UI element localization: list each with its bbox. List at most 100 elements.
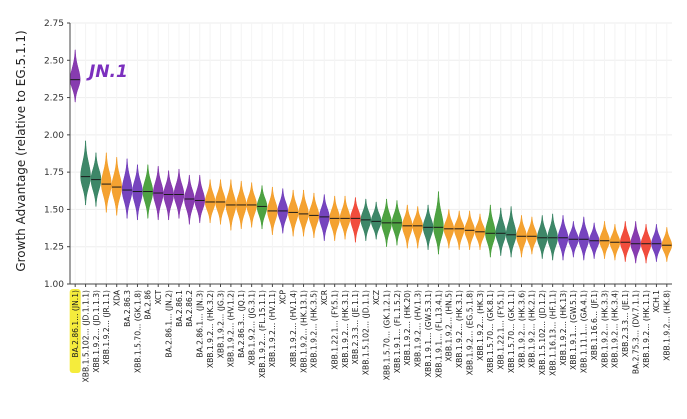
violin	[173, 168, 185, 219]
violin	[651, 224, 662, 262]
axes: 1.00 1.25 1.50 1.75 2.00 2.25 2.50 2.75 BA.2.86.…	[44, 19, 672, 382]
x-tick-label: XBB.1.5.102... (JD.1.1.1)	[81, 290, 90, 382]
y-tick-label: 1.50	[44, 205, 64, 215]
y-tick-label: 2.50	[44, 56, 64, 66]
x-tick-label: XBB.1.5.102... (JD.1.1)	[362, 290, 371, 375]
x-tick-label: XBB.1.9.2... (HK.3.1)	[455, 290, 464, 368]
violin	[547, 213, 558, 261]
highlight-box	[69, 289, 81, 373]
x-tick-label: XBB.1.9.2... (HK.3.6)	[517, 290, 526, 368]
x-tick-label: BA.2.86.1... (JN.3)	[196, 290, 205, 358]
x-tick-label: XBB.1.9.2... (JD.1.1.3)	[92, 290, 101, 373]
y-tick-label: 1.25	[44, 243, 64, 253]
x-tick-label: XBB.1.9.2... (FL.15.1.1)	[258, 290, 267, 378]
y-tick-label: 2.25	[44, 94, 64, 104]
x-tick-label: XBB.1.9.1... (GW.5.3.1)	[424, 290, 433, 377]
x-tick-label: XBB.1.9.2... (HN.5)	[445, 290, 454, 362]
violin	[485, 204, 496, 258]
violin	[69, 49, 81, 103]
violin	[101, 152, 112, 213]
violin	[111, 156, 122, 216]
x-tick-label: XBB.1.9.2... (HK.3.3)	[600, 290, 609, 368]
violin	[630, 221, 641, 264]
x-tick-label: BA.2.86.2	[185, 290, 194, 327]
violin	[256, 185, 268, 230]
x-tick-label: XCH.1	[652, 290, 661, 313]
x-tick-label: XBB.1.9.2... (HK.1.1)	[642, 290, 651, 368]
violin	[505, 206, 517, 258]
violin	[298, 189, 309, 237]
x-tick-label: XBB.1.22.1... (FY.5.1)	[497, 290, 506, 370]
x-tick-label: XBB.1.5.70... (GK.1.8)	[133, 290, 142, 373]
x-tick-label: XCP	[279, 290, 288, 305]
violin	[495, 207, 506, 256]
violin	[80, 140, 91, 206]
violin	[194, 174, 205, 224]
violin	[163, 170, 174, 221]
x-tick-label: XBB.1.9.2... (HV.1.3)	[414, 290, 423, 367]
x-tick-label: XBB.1.9.2... (HK.13.1)	[299, 290, 308, 373]
x-tick-label: XBB.1.5.70... (GK.1.2.1)	[382, 290, 391, 380]
x-tick-label: XBB.1.9.2... (HV.1.1)	[268, 290, 277, 367]
violin	[412, 206, 423, 249]
violin	[121, 158, 133, 219]
y-tick-label: 2.00	[44, 131, 64, 141]
x-tick-label: XBB.1.16.13... (HF.1.1)	[548, 290, 557, 376]
x-tick-label: BA.2.86.1	[175, 290, 184, 327]
violins	[69, 49, 673, 264]
violin	[204, 179, 216, 224]
violin	[526, 216, 538, 255]
x-tick-label: XBB.1.22.1... (FY.5.1)	[330, 290, 339, 370]
x-tick-label: XBB.1.9.2... (HK.3.5)	[310, 290, 319, 368]
x-tick-label: XBB.1.9.2... (JG.3.1)	[247, 290, 256, 366]
jn1-annotation: JN.1	[86, 62, 128, 82]
x-tick-label: XBB.1.9.1... (GW.5.1)	[569, 290, 578, 370]
x-tick-label: XBB.1.11.1... (GA.4.1)	[580, 290, 589, 373]
x-tick-label: BA.2.86.3... (JQ.1)	[237, 290, 246, 358]
violin	[339, 195, 351, 240]
x-tick-label: XBB.1.9.2... (JR.1.1)	[102, 290, 111, 365]
y-tick-label: 1.00	[44, 280, 64, 290]
x-tick-label: XBB.1.9.2... (HV.1.4)	[289, 290, 298, 367]
x-tick-label: XBB.1.9.1... (FL.1.5.2)	[393, 290, 402, 373]
violin	[537, 215, 548, 259]
x-tick-label: BA.2.86.3	[123, 290, 132, 327]
x-tick-label: XBB.1.9.2... (JG.3)	[216, 290, 225, 358]
violin	[578, 216, 590, 261]
violin	[433, 191, 444, 255]
violin	[184, 174, 195, 225]
x-tick-label: XBB.1.9.2... (HK.3)	[476, 290, 485, 361]
violin	[370, 201, 382, 240]
violin	[402, 204, 413, 249]
x-tick-label: BA.2.86.1... (JN.1)	[71, 290, 80, 358]
violin	[454, 210, 465, 250]
x-tick-label: BA.2.75.3... (DV.7.1.1)	[631, 290, 640, 374]
violin	[132, 164, 143, 221]
x-tick-label: XBB.1.5.70... (GK.1.1)	[507, 290, 516, 373]
x-tick-label: XBB.2.3.3... (JE.1)	[621, 290, 630, 357]
violin	[287, 189, 299, 237]
y-axis-label: Growth Advantage (relative to EG.5.1.1)	[14, 30, 28, 271]
x-tick-label: XBB.1.9.2... (HK.13)	[559, 290, 568, 366]
x-tick-label: XBB.1.9.2... (HK.3.4)	[611, 290, 620, 368]
x-tick-label: BA.2.86	[144, 290, 153, 320]
x-tick-label: XBB.1.9.2... (HK.3.2)	[206, 290, 215, 368]
violin	[350, 197, 361, 243]
x-tick-label: XBB.1.9.2... (HV.1.2)	[227, 290, 236, 367]
x-tick-label: XCT	[154, 290, 163, 305]
x-tick-label: XBB.1.9.2... (HK.2.1)	[528, 290, 537, 368]
x-tick-label: XBB.1.16.6... (JF.1)	[590, 290, 599, 360]
y-tick-label: 1.75	[44, 168, 64, 178]
x-tick-label: XBB.1.9.2... (HK.8)	[663, 290, 672, 361]
x-tick-label: XBB.1.9.2... (HK.20)	[403, 290, 412, 366]
x-tick-label: XBB.1.5.102... (JD.1.2)	[538, 290, 547, 375]
x-tick-label: XBB.1.5.70... (GK.8.1)	[486, 290, 495, 373]
x-tick-label: BA.2.86.1... (JN.2)	[164, 290, 173, 358]
x-tick-label: XCR	[320, 289, 329, 305]
violin	[661, 227, 673, 262]
x-tick-label: XBB.1.9.2... (EG.5.1.8)	[465, 290, 474, 375]
violin	[620, 221, 631, 262]
x-tick-label: XDA	[113, 289, 122, 306]
